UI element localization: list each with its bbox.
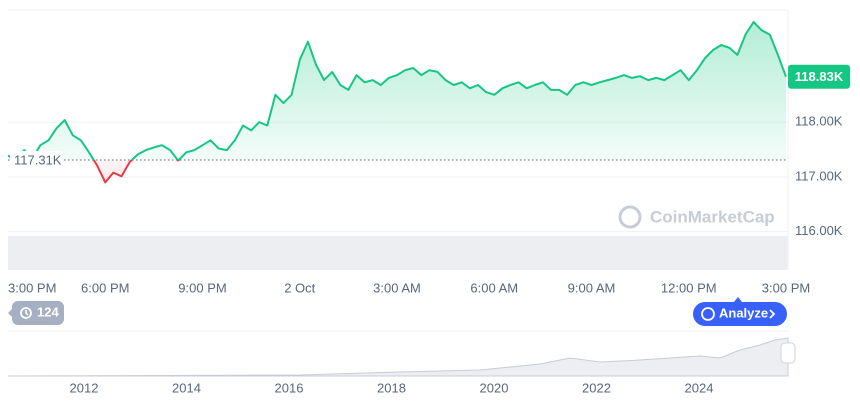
x-tick-label: 3:00 AM xyxy=(373,280,421,295)
navigator-label: 2016 xyxy=(275,380,304,395)
history-button[interactable]: 124 xyxy=(8,301,64,325)
volume-area xyxy=(8,236,788,270)
y-tick-label: 116.00K xyxy=(795,223,843,238)
x-tick-label: 3:00 PM xyxy=(762,280,810,295)
y-tick-label: 118.00K xyxy=(795,114,843,129)
y-tick-label: 117.00K xyxy=(795,168,843,183)
area xyxy=(8,22,786,183)
x-tick-label: 9:00 AM xyxy=(568,280,616,295)
watermark: CoinMarketCap xyxy=(618,205,775,229)
x-tick-label: 6:00 PM xyxy=(81,280,129,295)
x-tick-label: 3:00 PM xyxy=(8,280,56,295)
baseline-label: 117.31K xyxy=(14,152,62,167)
navigator-label: 2014 xyxy=(172,380,201,395)
navigator-label: 2020 xyxy=(480,380,509,395)
x-tick-label: 6:00 AM xyxy=(470,280,518,295)
navigator-label: 2012 xyxy=(70,380,99,395)
navigator-label: 2022 xyxy=(582,380,611,395)
navigator-label: 2024 xyxy=(685,380,714,395)
x-tick-label: 2 Oct xyxy=(284,280,315,295)
baseline-label-bg xyxy=(10,150,62,169)
analyze-button[interactable]: Analyze xyxy=(693,297,787,326)
history-count: 124 xyxy=(37,304,59,319)
navigator-label: 2018 xyxy=(377,380,406,395)
x-tick-label: 9:00 PM xyxy=(178,280,226,295)
x-tick-label: 12:00 PM xyxy=(661,280,717,295)
price-line xyxy=(7,21,787,184)
analyze-label: Analyze xyxy=(719,305,768,320)
watermark-text: CoinMarketCap xyxy=(650,207,775,226)
navigator xyxy=(7,330,796,377)
last-price-label: 118.83K xyxy=(795,69,844,84)
last-price-tag xyxy=(788,64,850,89)
